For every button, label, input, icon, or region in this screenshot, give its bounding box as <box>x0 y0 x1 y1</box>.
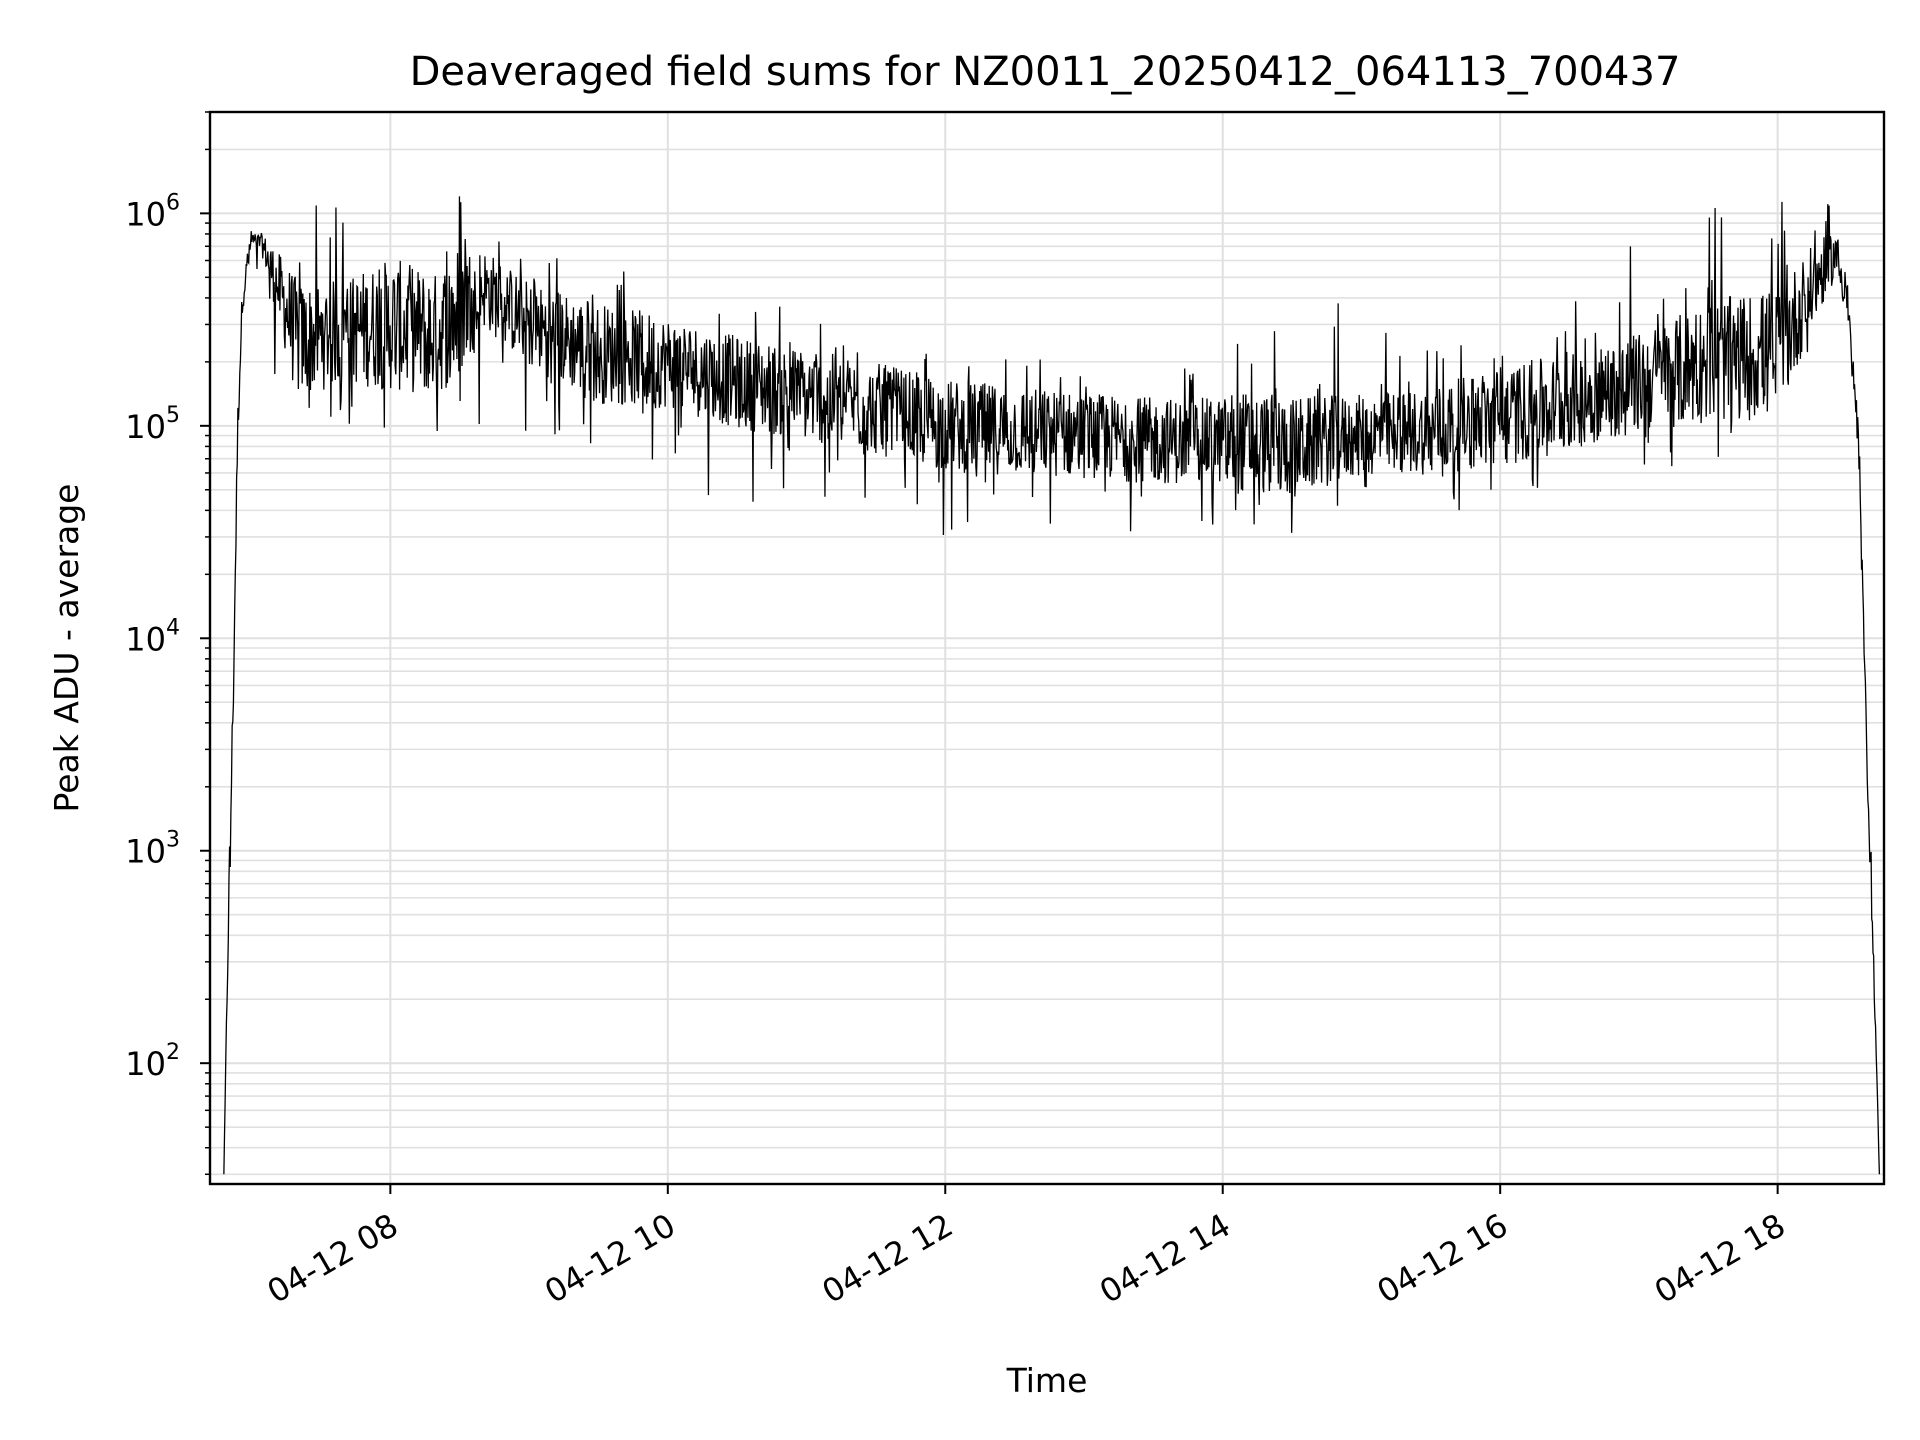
y-tick-label-base: 10 <box>125 833 166 871</box>
x-tick-label: 04-12 18 <box>1648 1206 1792 1311</box>
series-line <box>223 196 1881 1175</box>
y-tick-label-exponent: 2 <box>166 1040 180 1065</box>
y-tick-label: 103 <box>125 828 180 871</box>
x-tick-label: 04-12 12 <box>816 1206 960 1311</box>
y-tick-label: 102 <box>125 1040 180 1083</box>
y-tick-label-exponent: 4 <box>166 615 180 640</box>
y-tick-label-exponent: 3 <box>166 828 180 853</box>
y-tick-label-exponent: 5 <box>166 403 180 428</box>
y-tick-label-exponent: 6 <box>166 190 180 215</box>
y-tick-label: 105 <box>125 403 180 446</box>
x-axis: 04-12 08 04-12 10 04-12 12 04-12 14 04-12 16… <box>261 1184 1792 1311</box>
x-tick-label: 04-12 14 <box>1093 1206 1237 1311</box>
grid-layer <box>210 111 1884 1184</box>
series-layer <box>223 196 1881 1175</box>
y-tick-label-base: 10 <box>125 1045 166 1083</box>
y-axis-title: Peak ADU - average <box>47 484 86 813</box>
chart-title: Deaveraged field sums for NZ0011_2025041… <box>410 49 1681 95</box>
x-tick-label: 04-12 10 <box>538 1206 682 1311</box>
y-tick-label-base: 10 <box>125 408 166 446</box>
y-tick-label: 106 <box>125 190 180 233</box>
x-tick-label: 04-12 16 <box>1371 1206 1515 1311</box>
y-tick-label-base: 10 <box>125 195 166 233</box>
x-tick-label: 04-12 08 <box>261 1206 405 1311</box>
x-axis-title: Time <box>1006 1361 1088 1400</box>
y-tick-label-base: 10 <box>125 620 166 658</box>
y-tick-label: 104 <box>125 615 180 658</box>
